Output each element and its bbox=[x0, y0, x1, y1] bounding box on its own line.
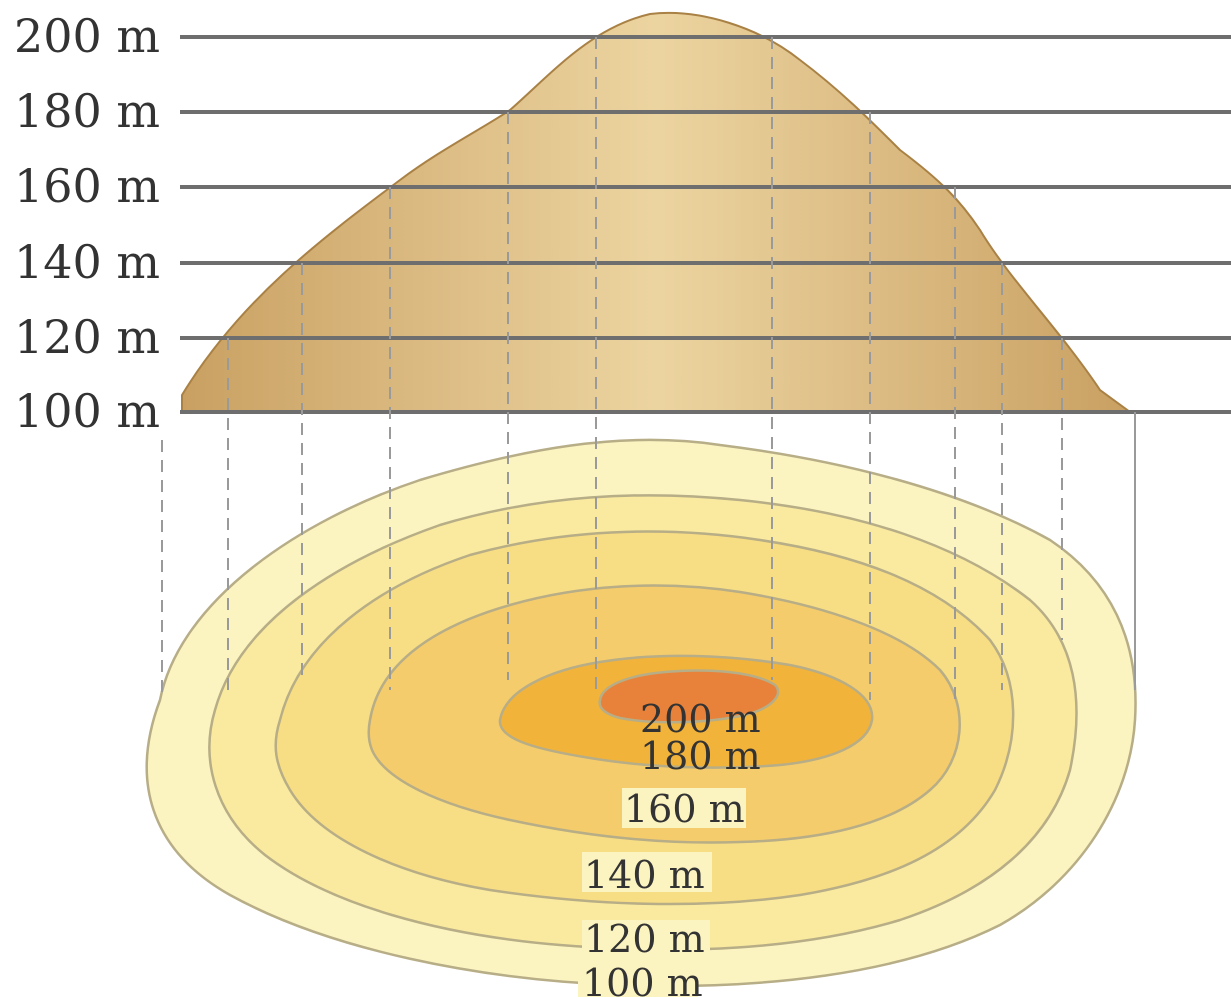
contour-label: 100 m bbox=[582, 961, 703, 997]
contour-label: 120 m bbox=[584, 917, 705, 961]
hill-profile bbox=[181, 12, 1134, 413]
elevation-label: 140 m bbox=[14, 235, 160, 289]
projection-guides bbox=[161, 37, 1136, 700]
contour-200 bbox=[598, 669, 780, 724]
elevation-label: 120 m bbox=[14, 310, 160, 364]
elevation-labels: 200 m 180 m 160 m 140 m 120 m 100 m bbox=[14, 9, 160, 438]
elevation-label: 200 m bbox=[14, 9, 160, 63]
elevation-label: 160 m bbox=[14, 159, 160, 213]
contour-label: 180 m bbox=[640, 734, 761, 778]
elevation-label: 100 m bbox=[14, 384, 160, 438]
contour-label: 140 m bbox=[584, 853, 705, 897]
elevation-lines bbox=[180, 35, 1231, 414]
contour-label: 160 m bbox=[624, 787, 745, 831]
contour-map bbox=[145, 438, 1137, 988]
contour-label: 200 m bbox=[640, 697, 761, 741]
elevation-label: 180 m bbox=[14, 84, 160, 138]
contour-labels: 200 m 180 m 160 m 140 m 120 m 100 m bbox=[578, 697, 761, 997]
